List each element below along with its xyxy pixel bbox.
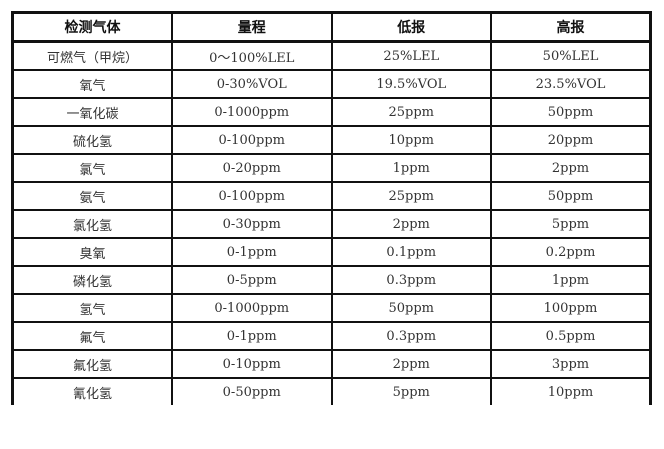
- cell-high-alarm: 50ppm: [490, 181, 652, 211]
- cell-high-alarm: 0.2ppm: [490, 237, 652, 267]
- cell-gas: 磷化氢: [11, 265, 173, 295]
- cell-gas: 硫化氢: [11, 125, 173, 155]
- table-row: 氟气 0-1ppm 0.3ppm 0.5ppm: [11, 321, 652, 351]
- table-row: 臭氧 0-1ppm 0.1ppm 0.2ppm: [11, 237, 652, 267]
- cell-high-alarm: 10ppm: [490, 377, 652, 405]
- table-row: 氯气 0-20ppm 1ppm 2ppm: [11, 153, 652, 183]
- cell-gas: 氧气: [11, 69, 173, 99]
- cell-gas: 氰化氢: [11, 377, 173, 405]
- cell-range: 0-50ppm: [171, 377, 333, 405]
- cell-low-alarm: 2ppm: [330, 349, 492, 379]
- cell-low-alarm: 0.1ppm: [330, 237, 492, 267]
- header-gas: 检测气体: [11, 11, 173, 43]
- cell-low-alarm: 50ppm: [330, 293, 492, 323]
- cell-range: 0-1ppm: [171, 237, 333, 267]
- cell-low-alarm: 1ppm: [330, 153, 492, 183]
- cell-high-alarm: 2ppm: [490, 153, 652, 183]
- cell-gas: 氨气: [11, 181, 173, 211]
- cell-range: 0-100ppm: [171, 125, 333, 155]
- table-row: 氟化氢 0-10ppm 2ppm 3ppm: [11, 349, 652, 379]
- gas-detection-table: 检测气体 量程 低报 高报 可燃气（甲烷） 0～100%LEL 25%LEL 50%L…: [11, 11, 652, 405]
- cell-low-alarm: 10ppm: [330, 125, 492, 155]
- cell-high-alarm: 23.5%VOL: [490, 69, 652, 99]
- cell-range: 0-1ppm: [171, 321, 333, 351]
- cell-gas: 臭氧: [11, 237, 173, 267]
- header-range: 量程: [171, 11, 333, 43]
- cell-range: 0～100%LEL: [171, 40, 333, 71]
- cell-gas: 氟气: [11, 321, 173, 351]
- table-row: 氨气 0-100ppm 25ppm 50ppm: [11, 181, 652, 211]
- cell-high-alarm: 50%LEL: [490, 40, 652, 71]
- cell-high-alarm: 50ppm: [490, 97, 652, 127]
- cell-gas: 一氧化碳: [11, 97, 173, 127]
- table-row: 氯化氢 0-30ppm 2ppm 5ppm: [11, 209, 652, 239]
- table-row: 磷化氢 0-5ppm 0.3ppm 1ppm: [11, 265, 652, 295]
- table-row: 一氧化碳 0-1000ppm 25ppm 50ppm: [11, 97, 652, 127]
- cell-gas: 氯气: [11, 153, 173, 183]
- cell-gas: 氯化氢: [11, 209, 173, 239]
- cell-range: 0-30ppm: [171, 209, 333, 239]
- cell-gas: 氢气: [11, 293, 173, 323]
- table-row: 可燃气（甲烷） 0～100%LEL 25%LEL 50%LEL: [11, 40, 652, 71]
- cell-low-alarm: 25ppm: [330, 97, 492, 127]
- table-row: 氰化氢 0-50ppm 5ppm 10ppm: [11, 377, 652, 405]
- cell-range: 0-20ppm: [171, 153, 333, 183]
- cell-range: 0-10ppm: [171, 349, 333, 379]
- cell-high-alarm: 1ppm: [490, 265, 652, 295]
- cell-low-alarm: 19.5%VOL: [330, 69, 492, 99]
- header-high-alarm: 高报: [490, 11, 652, 43]
- cell-low-alarm: 0.3ppm: [330, 321, 492, 351]
- table-row: 氢气 0-1000ppm 50ppm 100ppm: [11, 293, 652, 323]
- cell-high-alarm: 0.5ppm: [490, 321, 652, 351]
- table-row: 硫化氢 0-100ppm 10ppm 20ppm: [11, 125, 652, 155]
- cell-high-alarm: 20ppm: [490, 125, 652, 155]
- cell-high-alarm: 3ppm: [490, 349, 652, 379]
- header-row: 检测气体 量程 低报 高报: [11, 11, 652, 43]
- table-row: 氧气 0-30%VOL 19.5%VOL 23.5%VOL: [11, 69, 652, 99]
- cell-low-alarm: 5ppm: [330, 377, 492, 405]
- cell-low-alarm: 25%LEL: [330, 40, 492, 71]
- cell-gas: 氟化氢: [11, 349, 173, 379]
- header-low-alarm: 低报: [330, 11, 492, 43]
- cell-high-alarm: 100ppm: [490, 293, 652, 323]
- cell-low-alarm: 25ppm: [330, 181, 492, 211]
- cell-gas: 可燃气（甲烷）: [11, 40, 173, 71]
- cell-range: 0-1000ppm: [171, 97, 333, 127]
- cell-low-alarm: 2ppm: [330, 209, 492, 239]
- cell-high-alarm: 5ppm: [490, 209, 652, 239]
- cell-range: 0-100ppm: [171, 181, 333, 211]
- cell-range: 0-5ppm: [171, 265, 333, 295]
- cell-range: 0-30%VOL: [171, 69, 333, 99]
- cell-low-alarm: 0.3ppm: [330, 265, 492, 295]
- cell-range: 0-1000ppm: [171, 293, 333, 323]
